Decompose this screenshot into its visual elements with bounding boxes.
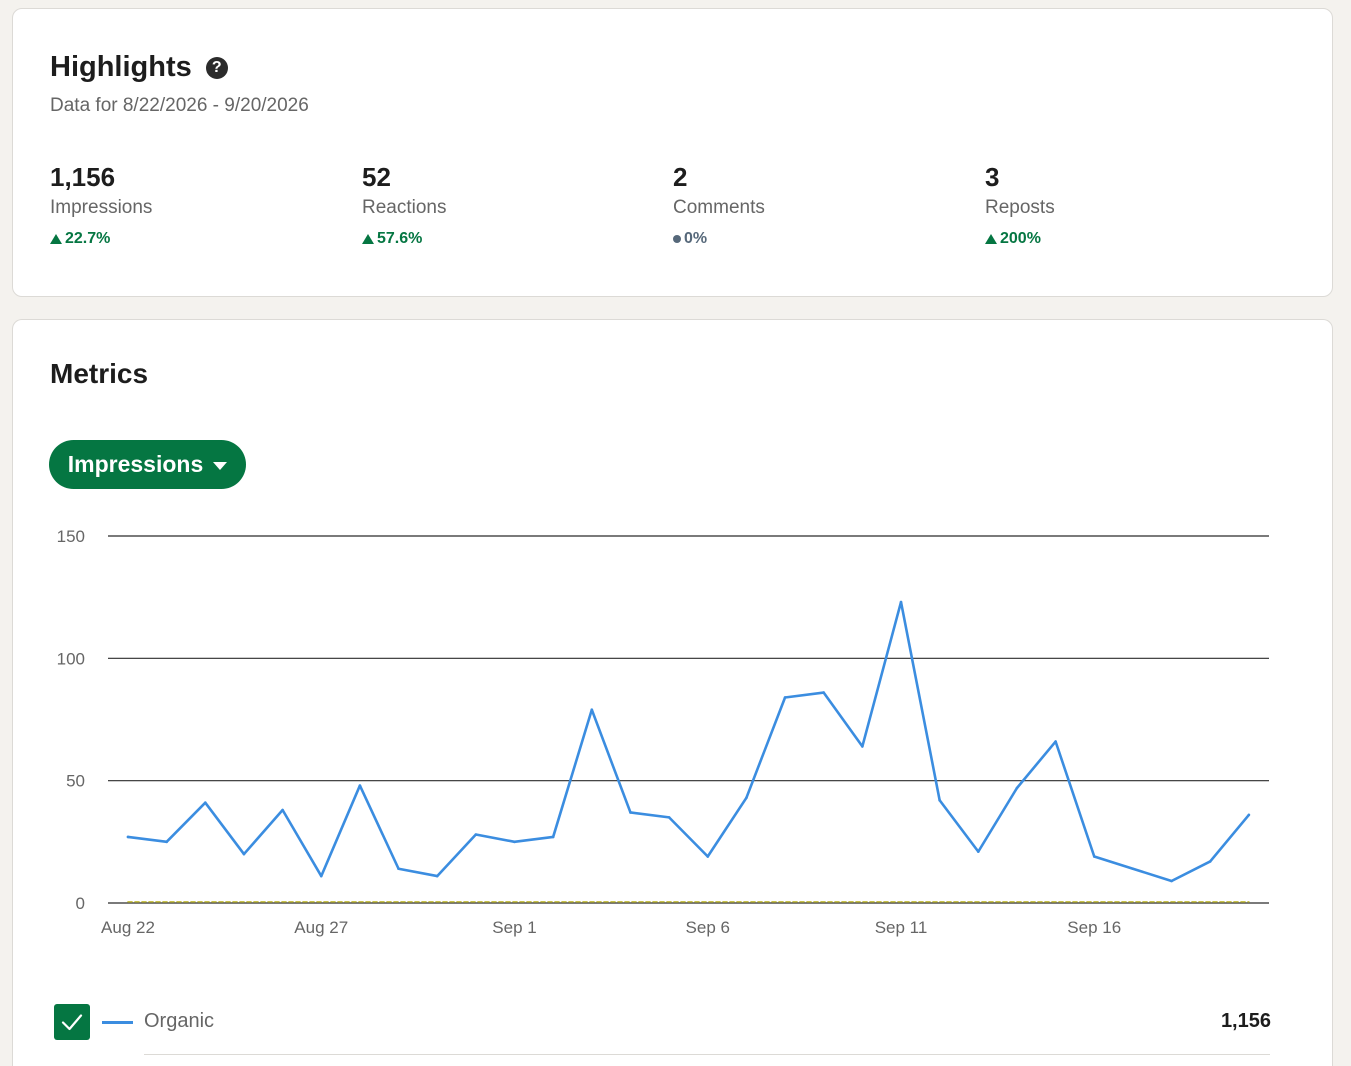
data-point xyxy=(667,816,671,819)
x-tick-label: Sep 6 xyxy=(686,918,730,937)
data-point xyxy=(590,708,594,712)
stat-change: 0% xyxy=(673,230,973,248)
metrics-title: Metrics xyxy=(50,358,149,389)
x-tick-label: Aug 22 xyxy=(101,918,155,937)
stat-impressions[interactable]: 1,156 Impressions 22.7% xyxy=(50,161,350,248)
stat-change: 22.7% xyxy=(50,230,350,248)
data-point xyxy=(165,840,168,844)
metrics-card: Metrics Impressions 0 50 100 150 Aug 22 Aug 2… xyxy=(12,319,1333,1066)
stat-value: 52 xyxy=(362,162,391,192)
data-point xyxy=(435,874,439,878)
y-tick-label: 0 xyxy=(76,894,85,913)
data-point xyxy=(706,855,710,858)
data-point xyxy=(1170,879,1173,883)
data-point xyxy=(745,796,748,800)
stat-value: 3 xyxy=(985,162,1000,192)
stat-label: Impressions xyxy=(50,197,153,218)
stat-change-value: 200% xyxy=(1000,230,1041,247)
data-point xyxy=(319,874,323,878)
stat-value: 1,156 xyxy=(50,162,116,192)
trend-up-icon xyxy=(985,234,997,244)
checkmark-icon xyxy=(61,1014,83,1031)
data-point xyxy=(861,745,864,748)
date-range: Data for 8/22/2026 - 9/20/2026 xyxy=(50,95,309,116)
data-point xyxy=(783,696,787,699)
metric-dropdown-button[interactable]: Impressions xyxy=(49,440,246,489)
stat-value: 2 xyxy=(673,162,688,192)
legend-row: Organic 1,156 xyxy=(54,1003,1284,1055)
data-point xyxy=(1247,813,1251,817)
caret-down-icon xyxy=(213,461,228,470)
metric-dropdown-label: Impressions xyxy=(67,451,204,477)
data-point xyxy=(938,798,941,802)
organic-series-line xyxy=(126,600,1251,883)
trend-up-icon xyxy=(50,234,62,244)
data-point xyxy=(822,691,825,694)
data-point xyxy=(474,833,478,836)
x-tick-label: Aug 27 xyxy=(294,918,348,937)
y-tick-label: 50 xyxy=(66,772,85,791)
data-point xyxy=(977,850,980,853)
data-point xyxy=(1208,860,1212,863)
stats-row: 1,156 Impressions 22.7% 52 Reactions 57.… xyxy=(50,161,1300,261)
stat-reposts[interactable]: 3 Reposts 200% xyxy=(985,161,1285,248)
organic-checkbox[interactable] xyxy=(54,1004,90,1040)
highlights-title: Highlights xyxy=(50,51,192,83)
stat-label: Reposts xyxy=(985,197,1055,218)
stat-label: Reactions xyxy=(362,197,447,218)
x-tick-label: Sep 11 xyxy=(875,918,928,937)
stat-change: 57.6% xyxy=(362,230,662,248)
data-point xyxy=(397,867,400,871)
data-point xyxy=(281,808,284,812)
data-point xyxy=(1092,855,1096,858)
highlights-card: Highlights ? Data for 8/22/2026 - 9/20/2… xyxy=(12,8,1333,297)
highlights-header: Highlights ? xyxy=(50,51,228,84)
x-tick-label: Sep 16 xyxy=(1067,918,1121,937)
data-point xyxy=(629,811,632,814)
trend-flat-icon xyxy=(673,235,681,243)
stat-change-value: 22.7% xyxy=(65,230,111,247)
x-tick-label: Sep 1 xyxy=(492,918,536,937)
stat-label: Comments xyxy=(673,197,765,218)
question-circle-icon[interactable]: ? xyxy=(205,56,228,79)
stat-change-value: 0% xyxy=(684,230,708,247)
legend-label: Organic xyxy=(144,1010,215,1032)
trend-up-icon xyxy=(362,234,374,244)
stat-change-value: 57.6% xyxy=(377,230,423,247)
divider xyxy=(144,1054,1270,1055)
data-point xyxy=(513,840,516,844)
y-tick-label: 100 xyxy=(57,649,85,668)
data-point xyxy=(126,835,130,839)
stat-reactions[interactable]: 52 Reactions 57.6% xyxy=(362,161,662,248)
legend-total: 1,156 xyxy=(1220,1010,1271,1032)
data-point xyxy=(358,784,362,787)
stat-change: 200% xyxy=(985,230,1285,248)
data-point xyxy=(551,835,555,839)
data-point xyxy=(1015,786,1019,790)
data-point xyxy=(899,600,903,604)
data-point xyxy=(204,801,207,804)
legend-line-swatch xyxy=(102,1021,133,1024)
impressions-line-chart: 0 50 100 150 Aug 22 Aug 27 Sep 1 Sep 6 Sep 11 Sep… xyxy=(57,527,1269,937)
data-point xyxy=(242,852,246,856)
stat-comments[interactable]: 2 Comments 0% xyxy=(673,161,973,248)
data-point xyxy=(1054,740,1057,743)
y-tick-label: 150 xyxy=(57,527,85,546)
data-point xyxy=(1131,867,1135,871)
